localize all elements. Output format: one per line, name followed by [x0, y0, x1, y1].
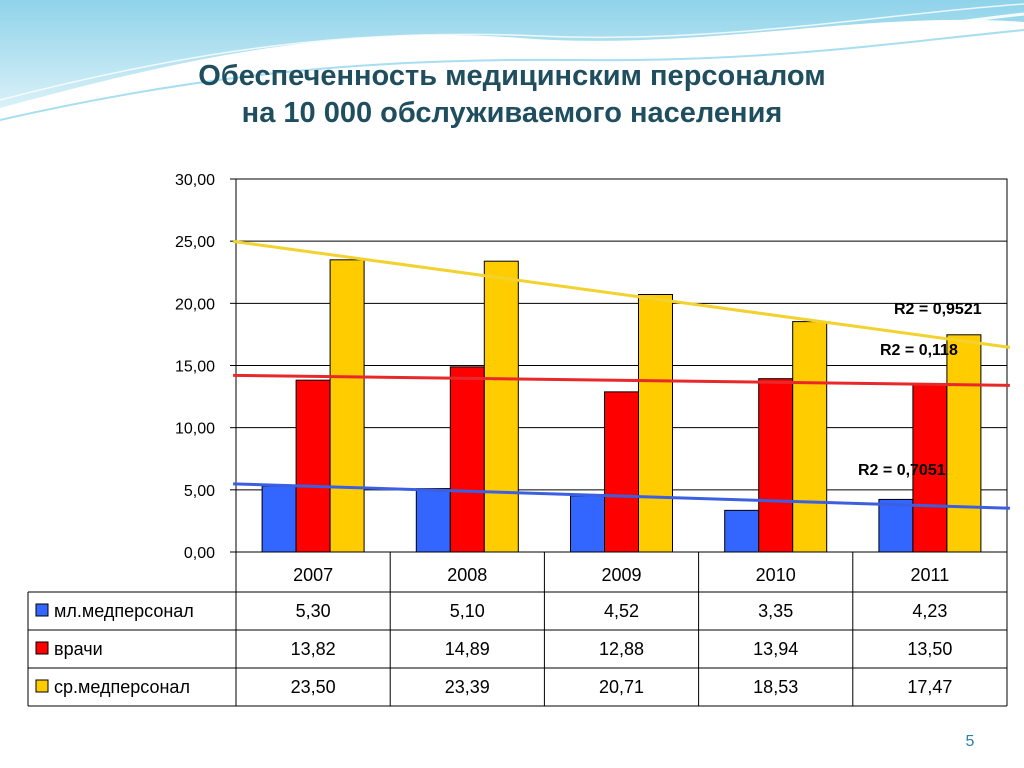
chart-r2-labels: R2 = 0,7051 R2 = 0,118 R2 = 0,9521 — [858, 301, 982, 479]
bar-2-2008 — [483, 260, 519, 553]
bar-1-2010 — [758, 378, 794, 553]
title-line-2: на 10 000 обслуживаемого населения — [241, 97, 783, 129]
legend-label-2: ср.медперсонал — [54, 677, 190, 697]
table-cell: 12,88 — [599, 639, 644, 659]
bar-0-2007 — [261, 485, 297, 553]
bar-1-2007 — [295, 379, 331, 553]
trendline-2 — [232, 239, 1011, 349]
table-cell: 17,47 — [907, 677, 952, 697]
x-tick-label: 2010 — [756, 565, 796, 585]
table-cell: 13,50 — [907, 639, 952, 659]
table-cell: 4,23 — [912, 601, 947, 621]
slide-title: Обеспеченность медицинским персоналом на… — [0, 58, 1024, 132]
table-cell: 13,82 — [291, 639, 336, 659]
chart-trendlines — [232, 239, 1011, 510]
trendline-0 — [233, 482, 1010, 510]
bar-2-2011 — [946, 334, 982, 553]
y-tick-label: 20,00 — [175, 296, 215, 313]
legend-swatch-2 — [35, 679, 49, 693]
x-tick-label: 2007 — [293, 565, 333, 585]
bar-1-2009 — [604, 391, 639, 553]
table-cell: 4,52 — [604, 601, 639, 621]
bar-2-2010 — [792, 321, 828, 553]
legend-label-0: мл.медперсонал — [54, 601, 194, 621]
bar-2-2007 — [329, 259, 365, 553]
table-cell: 23,39 — [445, 677, 490, 697]
table-cell: 3,35 — [758, 601, 793, 621]
y-tick-label: 25,00 — [175, 234, 215, 251]
r2-label-2: R2 = 0,9521 — [894, 301, 982, 318]
chart-data-table: 2007 2008 2009 2010 2011 мл.медперсонал 5,30 5,… — [27, 552, 1008, 707]
x-tick-label: 2009 — [601, 565, 641, 585]
bar-2-2009 — [638, 294, 673, 553]
slide-number: 5 — [965, 733, 975, 750]
table-cell: 14,89 — [445, 639, 490, 659]
y-tick-label: 15,00 — [175, 359, 215, 376]
title-line-1: Обеспеченность медицинским персоналом — [198, 60, 826, 92]
r2-label-0: R2 = 0,7051 — [858, 462, 946, 479]
table-cell: 5,10 — [450, 601, 485, 621]
table-cell: 23,50 — [291, 677, 336, 697]
x-tick-label: 2008 — [447, 565, 487, 585]
legend-swatch-1 — [35, 641, 49, 655]
table-cell: 18,53 — [753, 677, 798, 697]
y-tick-label: 0,00 — [184, 545, 215, 562]
bar-0-2010 — [724, 509, 760, 553]
legend-swatch-0 — [35, 603, 49, 617]
header-wave-decoration — [0, 0, 1024, 121]
bar-1-2008 — [449, 366, 485, 553]
trendline-1 — [233, 373, 1010, 387]
y-tick-label: 10,00 — [175, 421, 215, 438]
x-tick-label: 2011 — [911, 565, 950, 585]
chart-bars — [261, 259, 982, 553]
table-cell: 13,94 — [753, 639, 798, 659]
bar-0-2009 — [570, 495, 605, 553]
table-cell: 5,30 — [296, 601, 331, 621]
table-cell: 20,71 — [599, 677, 644, 697]
bar-0-2011 — [878, 498, 914, 553]
r2-label-1: R2 = 0,118 — [880, 342, 958, 359]
legend-label-1: врачи — [54, 639, 103, 659]
y-tick-label: 5,00 — [184, 483, 215, 500]
y-tick-label: 30,00 — [175, 172, 215, 189]
chart-y-axis: 0,00 5,00 10,00 15,00 20,00 25,00 30,00 — [175, 172, 237, 562]
bar-0-2008 — [415, 488, 451, 553]
